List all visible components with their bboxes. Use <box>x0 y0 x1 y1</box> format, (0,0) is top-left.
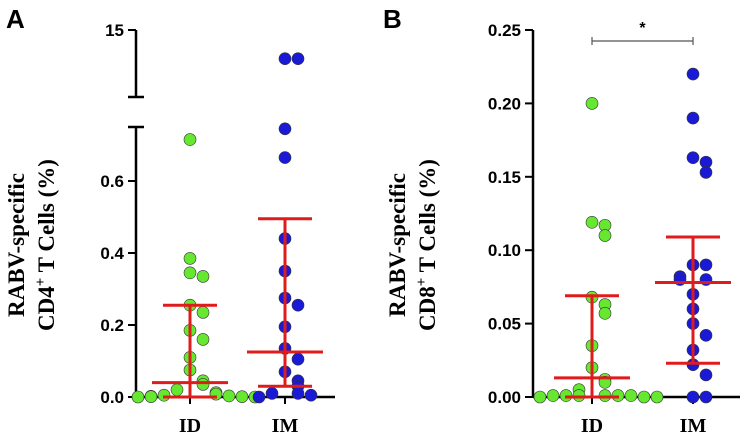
panel-a-ylabel-line2: CD4+ T Cells (%) <box>33 159 59 331</box>
panel-b-ylabel-line1: RABV-specific <box>385 173 410 317</box>
panel-b-point-id <box>637 390 651 404</box>
panel-a-y-tick-label: 0.6 <box>100 172 124 191</box>
panel-a-letter: A <box>6 4 25 34</box>
panel-a-point-im <box>291 352 305 366</box>
panel-a-y-tick-label: 0.2 <box>100 316 124 335</box>
panel-b-point-im <box>699 368 713 382</box>
panel-b-point-id <box>624 389 638 402</box>
panel-a-point-id <box>235 390 249 403</box>
panel-b-significance-label: * <box>639 20 646 37</box>
panel-b-point-im <box>686 67 700 81</box>
panel-b-category-label: IM <box>680 415 707 437</box>
panel-a-point-im <box>278 52 292 66</box>
panel-a-point-im <box>291 298 305 312</box>
panel-a-point-id <box>222 389 236 403</box>
panel-a-point-im <box>291 52 305 66</box>
panel-b-y-tick-label: 0.15 <box>488 168 521 187</box>
panel-a-point-id <box>196 333 210 346</box>
panel-b-y-tick-label: 0.25 <box>488 21 521 40</box>
panel-a-y-tick-label: 0.4 <box>100 244 124 263</box>
panel-b-point-im <box>699 390 713 404</box>
panel-b-point-id <box>650 390 664 404</box>
panel-b-point-id <box>585 97 599 110</box>
panel-b-y-tick-label: 0.05 <box>488 315 521 334</box>
panel-a-point-im <box>278 151 292 164</box>
panel-a-point-id <box>170 383 184 397</box>
panel-b-point-im <box>699 258 713 272</box>
panel-a-y-tick-label: 15 <box>105 21 124 40</box>
panel-a-plot: 0.0 0.2 0.4 0.6 15 ID IM <box>100 21 335 437</box>
panel-b-point-id <box>598 229 612 242</box>
panel-a-point-im <box>291 387 305 400</box>
panel-a-point-id <box>196 270 210 283</box>
panel-a-point-im <box>304 388 318 402</box>
panel-a-point-id <box>157 388 171 402</box>
panel-a-point-id <box>196 378 210 391</box>
panel-a-category-label: IM <box>272 415 299 437</box>
panel-a-point-im <box>252 390 266 404</box>
panel-b-y-tick-label: 0.20 <box>488 94 521 113</box>
panel-b-point-id <box>585 216 599 229</box>
panel-b-letter: B <box>383 4 402 34</box>
panel-a-point-id <box>183 266 197 280</box>
panel-b-point-id <box>598 307 612 320</box>
panel-b-ylabel-line2: CD8+ T Cells (%) <box>414 159 440 331</box>
panel-b-y-tick-label: 0.10 <box>488 241 521 260</box>
panel-b-plot: 0.00 0.05 0.10 0.15 0.20 0.25 * ID IM <box>488 20 740 437</box>
panel-b-point-im <box>686 111 700 125</box>
panel-a-point-id <box>144 390 158 403</box>
panel-b-category-label: ID <box>581 415 603 437</box>
panel-b-point-im <box>699 329 713 342</box>
panel-a-point-im <box>265 387 279 400</box>
panel-b-point-id <box>546 389 560 402</box>
panel-b-y-tick-label: 0.00 <box>488 388 521 407</box>
panel-a-category-label: ID <box>179 415 201 437</box>
panel-a-ylabel-line1: RABV-specific <box>4 173 29 317</box>
panel-a-point-id <box>183 133 197 146</box>
panel-a-y-tick-label: 0.0 <box>100 388 124 407</box>
panel-b-point-im <box>686 390 700 404</box>
panel-b-point-id <box>533 390 547 404</box>
panel-b-point-im <box>699 166 713 179</box>
panel-a-point-im <box>278 122 292 136</box>
panel-a-point-id <box>131 390 145 404</box>
panel-a-point-id <box>183 252 197 265</box>
panel-b-point-im <box>686 151 700 165</box>
panel-a-point-id <box>196 306 210 319</box>
